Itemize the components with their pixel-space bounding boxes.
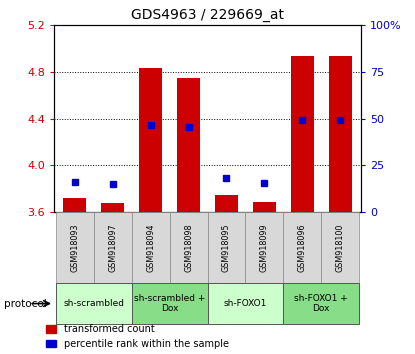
Bar	[291, 56, 314, 212]
Text: GSM918095: GSM918095	[222, 223, 231, 272]
Text: GSM918094: GSM918094	[146, 223, 155, 272]
Bar	[101, 203, 124, 212]
Bar	[215, 195, 238, 212]
Bar	[132, 283, 208, 324]
Bar	[245, 212, 283, 283]
Text: protocol: protocol	[4, 298, 47, 309]
Bar	[208, 212, 245, 283]
Text: GSM918096: GSM918096	[298, 223, 307, 272]
Bar	[208, 283, 283, 324]
Bar	[132, 212, 170, 283]
Bar	[94, 212, 132, 283]
Bar	[283, 283, 359, 324]
Text: sh-FOXO1: sh-FOXO1	[224, 299, 267, 308]
Title: GDS4963 / 229669_at: GDS4963 / 229669_at	[131, 8, 284, 22]
Text: GSM918099: GSM918099	[260, 223, 269, 272]
Text: GSM918097: GSM918097	[108, 223, 117, 272]
Legend: transformed count, percentile rank within the sample: transformed count, percentile rank withi…	[46, 324, 229, 349]
Bar	[139, 68, 162, 212]
Text: GSM918100: GSM918100	[336, 224, 345, 272]
Bar	[56, 212, 94, 283]
Text: sh-scrambled +
Dox: sh-scrambled + Dox	[134, 294, 205, 313]
Text: sh-scrambled: sh-scrambled	[63, 299, 124, 308]
Bar	[63, 198, 86, 212]
Bar	[177, 78, 200, 212]
Bar	[329, 56, 352, 212]
Bar	[283, 212, 321, 283]
Text: sh-FOXO1 +
Dox: sh-FOXO1 + Dox	[294, 294, 348, 313]
Bar	[56, 283, 132, 324]
Text: GSM918098: GSM918098	[184, 223, 193, 272]
Text: GSM918093: GSM918093	[70, 223, 79, 272]
Bar	[170, 212, 208, 283]
Bar	[253, 202, 276, 212]
Bar	[321, 212, 359, 283]
